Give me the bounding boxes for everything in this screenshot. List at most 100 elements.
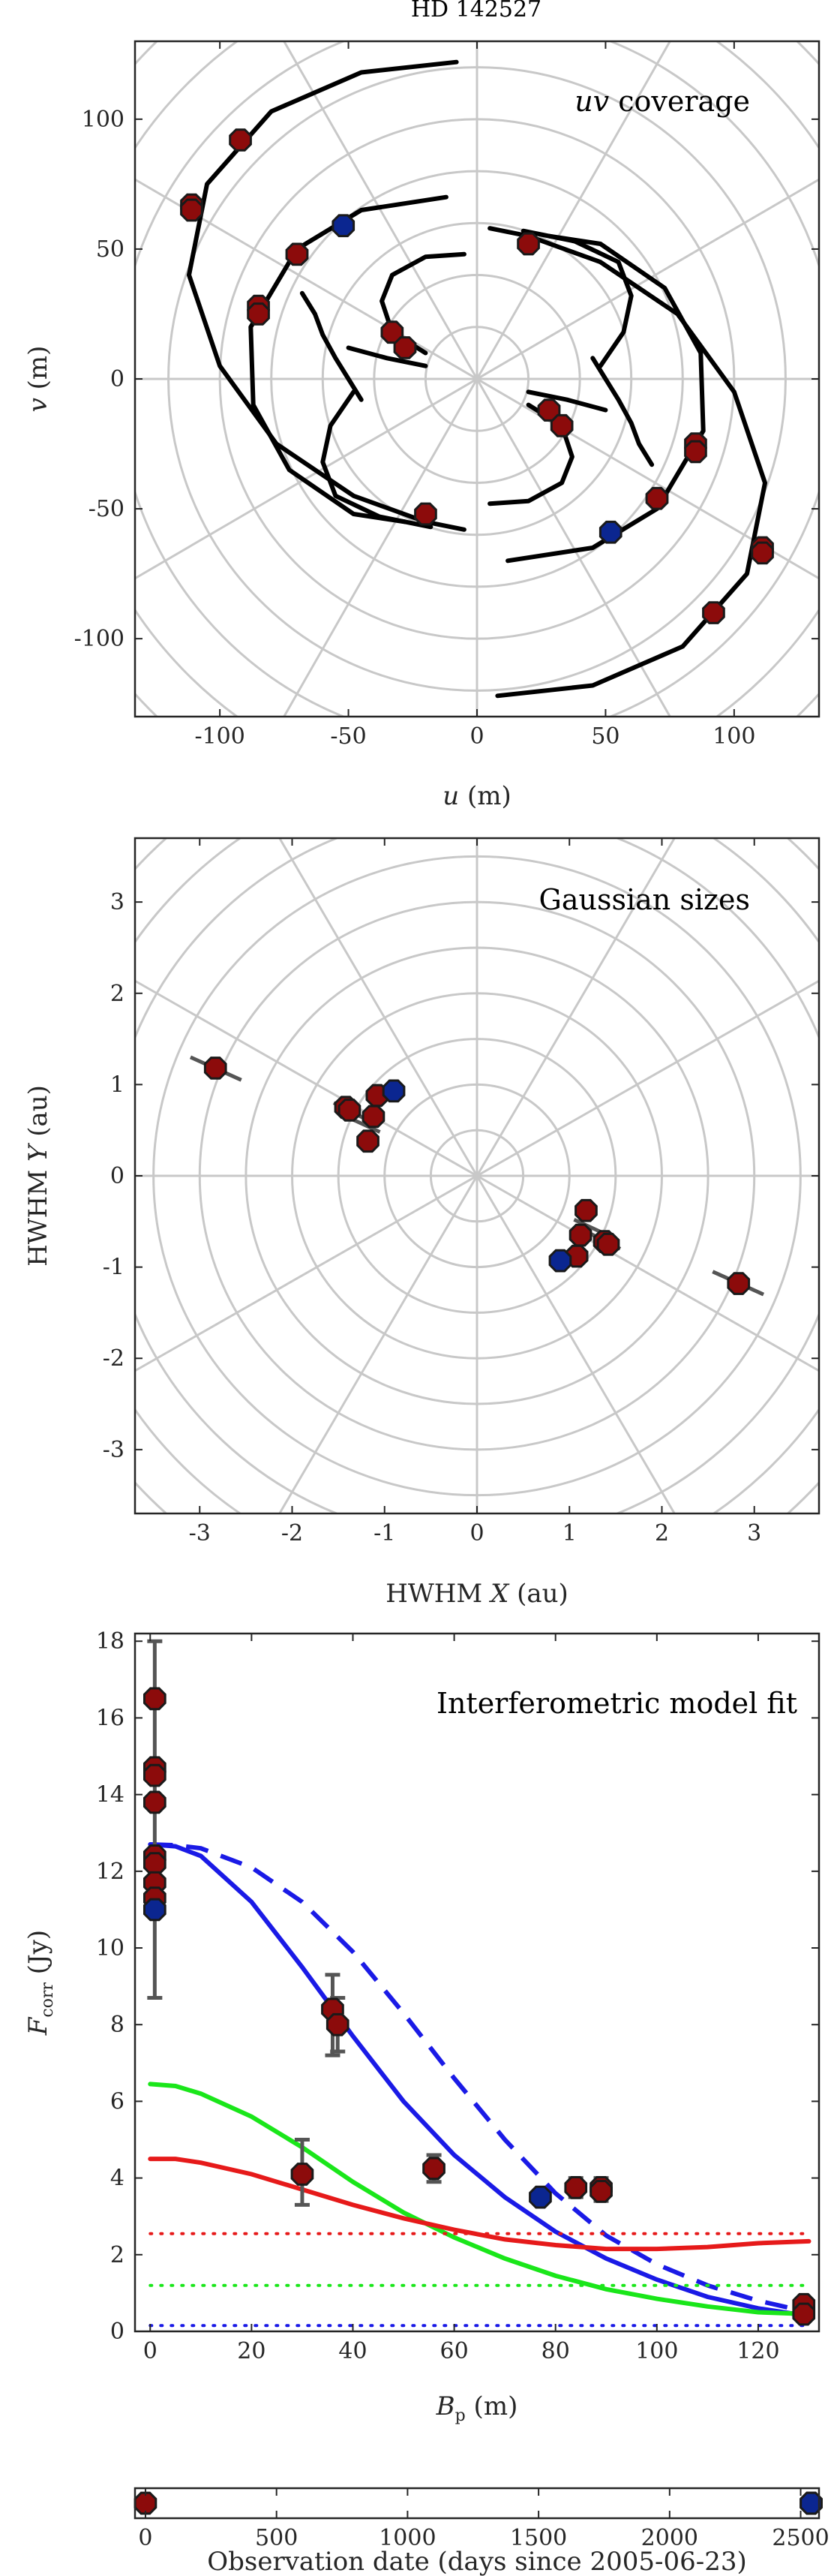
figure-title: HD 142527	[411, 0, 542, 23]
y-tick-label: 6	[110, 2088, 124, 2115]
sizes-ylabel: HWHM Y (au)	[23, 1085, 53, 1267]
x-tick-label: 20	[237, 2338, 266, 2364]
size-point-blue	[548, 1249, 572, 1273]
y-tick-label: 1	[110, 1072, 124, 1098]
y-tick-label: 0	[110, 2319, 124, 2345]
uv-point-red	[285, 242, 309, 266]
fit-errorbars	[147, 1639, 609, 2207]
fit-points	[143, 1687, 816, 2326]
fcorr-point-red	[143, 1790, 166, 1814]
x-tick-label: 80	[542, 2338, 570, 2364]
uv-annotation: uv coverage	[574, 85, 750, 118]
sizes-xlabel: HWHM X (au)	[386, 1579, 568, 1609]
y-tick-label: -1	[103, 1255, 124, 1281]
x-tick-label: -2	[281, 1520, 303, 1547]
x-tick-label: 2500	[772, 2525, 829, 2551]
uv-point-blue	[332, 214, 356, 238]
sizes-points	[203, 1057, 751, 1295]
x-tick-label: 3	[747, 1520, 761, 1547]
fcorr-point-blue	[143, 1898, 166, 1922]
uv-track	[506, 233, 706, 564]
size-point-red	[574, 1198, 598, 1222]
dates-points	[134, 2491, 823, 2515]
fcorr-point-red	[564, 2176, 588, 2199]
x-tick-label: 40	[338, 2338, 367, 2364]
dates-xlabel: Observation date (days since 2005-06-23)	[207, 2547, 747, 2576]
sizes-panel: -3 -2 -1 0 1 2 3 -3 -2 -1 0 1 2 3 Gaussian sizes HWHM…	[23, 837, 820, 1609]
uv-point-red	[751, 541, 774, 565]
x-tick-label: 0	[470, 723, 484, 750]
size-point-red	[203, 1057, 227, 1080]
sizes-polar-grid	[135, 838, 819, 1513]
y-tick-label: 12	[96, 1859, 124, 1885]
x-tick-label: 500	[255, 2525, 298, 2551]
x-tick-label: 1	[562, 1520, 577, 1547]
uv-point-red	[380, 320, 404, 344]
grid-circle	[135, 41, 819, 717]
fcorr-point-red	[792, 2302, 816, 2326]
y-tick-label: 10	[96, 1935, 124, 1961]
x-tick-label: -100	[194, 723, 244, 750]
fit-axes-box	[134, 1632, 820, 2333]
y-tick-label: 2	[110, 981, 124, 1007]
x-tick-label: -50	[330, 723, 366, 750]
model-line-solid	[148, 1842, 812, 2319]
date-point-red	[134, 2491, 158, 2515]
fcorr-point-red	[422, 2157, 446, 2181]
y-tick-label: -2	[103, 1345, 124, 1372]
x-tick-label: -3	[189, 1520, 211, 1547]
fcorr-point-red	[143, 1687, 166, 1711]
size-point-blue	[382, 1079, 406, 1103]
size-point-red	[727, 1272, 751, 1295]
x-tick-label: 0	[470, 1520, 484, 1547]
uv-point-red	[414, 502, 437, 526]
uv-point-blue	[598, 520, 622, 544]
uv-point-red	[229, 128, 252, 152]
model-line-dashed	[150, 1842, 810, 2315]
y-tick-label: 14	[96, 1782, 124, 1808]
y-tick-label: 0	[110, 366, 124, 392]
fit-panel: 0 20 40 60 80 100 120 0 2 4 6 8 10 12 14 16 18 Interfero…	[23, 1628, 820, 2425]
fcorr-point-red	[326, 2012, 350, 2036]
y-tick-label: -3	[103, 1437, 124, 1463]
y-tick-label: 3	[110, 889, 124, 915]
size-error-segment	[351, 1117, 381, 1134]
x-tick-label: 0	[138, 2525, 152, 2551]
x-tick-label: 100	[635, 2338, 678, 2364]
uv-point-red	[702, 601, 725, 624]
y-tick-label: -100	[74, 626, 124, 652]
dates-axes-box	[134, 2487, 820, 2520]
uv-xlabel: u (m)	[442, 781, 511, 811]
fit-annotation: Interferometric model fit	[436, 1687, 797, 1720]
uv-track	[248, 194, 448, 525]
uv-track	[520, 228, 634, 368]
y-tick-label: -50	[88, 496, 124, 522]
sizes-annotation: Gaussian sizes	[538, 883, 750, 916]
dates-ticks: 0 500 1000 1500 2000 2500	[138, 2488, 830, 2551]
fcorr-point-red	[290, 2163, 314, 2186]
fcorr-point-red	[143, 1852, 166, 1875]
fcorr-point-red	[590, 2180, 613, 2203]
x-tick-label: 0	[143, 2338, 158, 2364]
uv-track	[187, 59, 466, 532]
x-tick-label: 1500	[510, 2525, 567, 2551]
uv-point-red	[517, 232, 540, 256]
size-point-red	[568, 1223, 592, 1247]
dates-panel: 0 500 1000 1500 2000 2500 Observation date (d…	[134, 2487, 830, 2576]
x-tick-label: 1000	[379, 2525, 436, 2551]
uv-point-red	[247, 302, 270, 326]
x-tick-label: 100	[712, 723, 755, 750]
fcorr-point-blue	[529, 2185, 552, 2209]
x-tick-label: 2	[655, 1520, 669, 1547]
fit-xlabel: Bp (m)	[436, 2391, 518, 2425]
uv-tracks	[187, 59, 767, 699]
x-tick-label: 60	[440, 2338, 469, 2364]
uv-panel: -100 -50 0 50 100 -100 -50 0 50 100 uv coverage u…	[23, 40, 820, 811]
y-tick-label: 2	[110, 2242, 124, 2268]
y-tick-label: 50	[96, 236, 124, 263]
x-tick-label: 50	[591, 723, 620, 750]
x-tick-label: 120	[736, 2338, 779, 2364]
uv-point-red	[645, 486, 669, 510]
x-tick-label: 2000	[641, 2525, 698, 2551]
